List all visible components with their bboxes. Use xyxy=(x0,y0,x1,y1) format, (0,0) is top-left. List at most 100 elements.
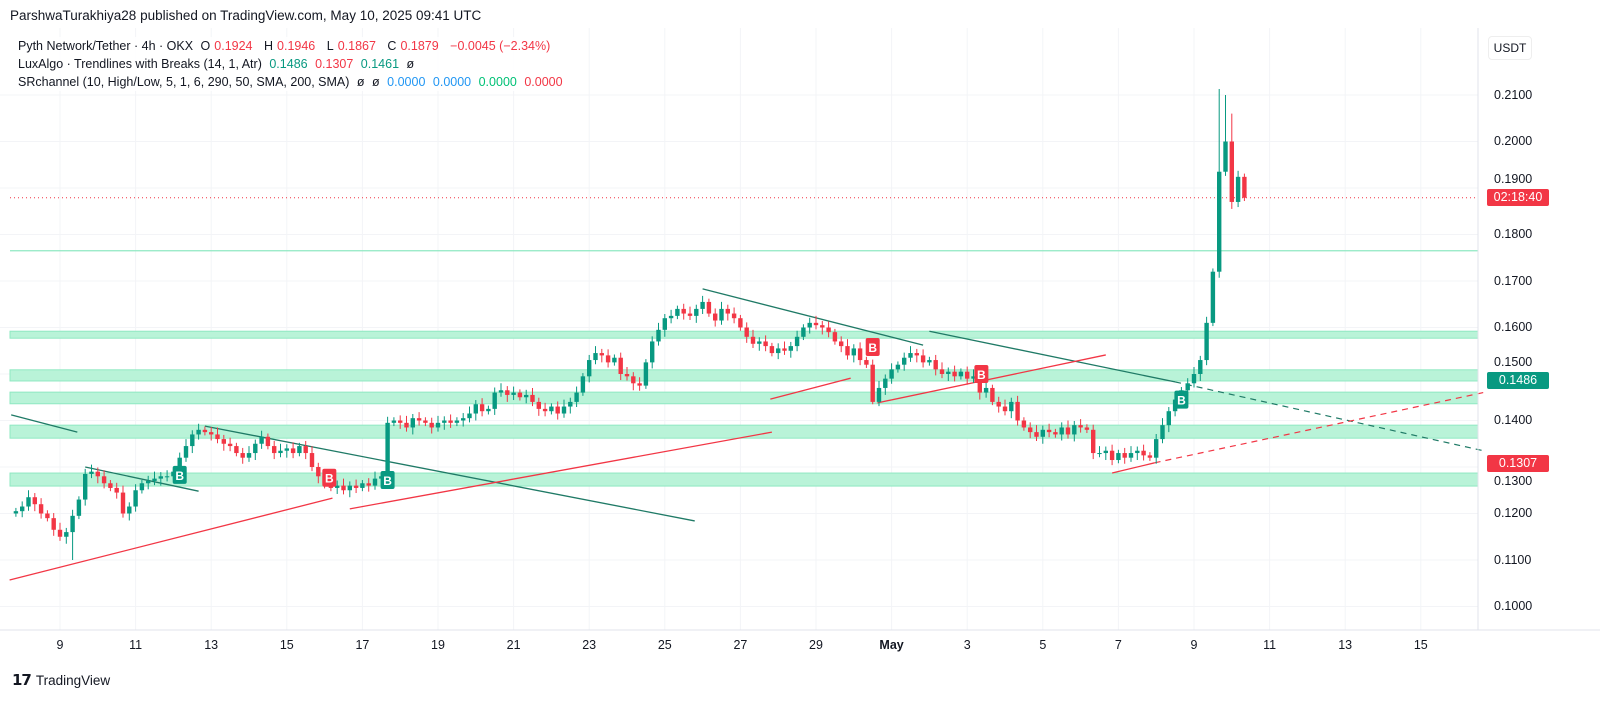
candle-body xyxy=(902,357,907,365)
price-tick-label: 0.1100 xyxy=(1494,552,1532,567)
candle-body xyxy=(763,341,768,347)
candle-body xyxy=(429,422,434,428)
candle-body xyxy=(820,325,825,328)
candle-body xyxy=(933,360,938,370)
time-tick-label: 17 xyxy=(355,638,370,652)
indicator-value: 0.1307 xyxy=(315,57,354,71)
candle-body xyxy=(895,364,901,370)
time-tick-label: 29 xyxy=(809,638,823,652)
candle-body xyxy=(473,404,478,414)
break-marker-badge xyxy=(380,471,395,490)
candle-body xyxy=(977,376,982,393)
candle-body xyxy=(297,446,302,454)
high-label: H xyxy=(264,39,274,53)
candle-body xyxy=(832,332,838,342)
candle-body xyxy=(1128,453,1134,458)
candle-body xyxy=(624,374,630,377)
candle-body xyxy=(826,327,831,333)
candle-body xyxy=(498,390,504,393)
candle-body xyxy=(76,499,82,516)
candle-body xyxy=(127,506,132,514)
candle-body xyxy=(1028,427,1033,433)
candle-body xyxy=(26,497,31,507)
tv-logo-icon: 𝟭𝟳 xyxy=(12,672,32,689)
candle-body xyxy=(335,485,340,488)
sr-zone xyxy=(9,424,1479,439)
trendline xyxy=(770,377,851,400)
grid xyxy=(0,28,1478,630)
candle-body xyxy=(782,348,787,351)
candle-body xyxy=(650,341,655,363)
candle-body xyxy=(341,485,346,491)
trendline xyxy=(702,288,924,346)
candle-body xyxy=(889,369,894,379)
candle-body xyxy=(234,446,239,454)
candle-body xyxy=(1040,429,1045,437)
candle-body xyxy=(971,376,976,379)
candle-body xyxy=(511,392,516,395)
candle-body xyxy=(303,446,308,454)
candle-body xyxy=(662,318,667,330)
indicator-value: 0.0000 xyxy=(524,75,563,89)
candle-body xyxy=(990,387,995,402)
trendline xyxy=(1111,462,1155,474)
indicator-value: 0.0000 xyxy=(432,75,472,89)
candle-body xyxy=(807,322,812,328)
candle-body xyxy=(580,376,586,393)
candle-body xyxy=(983,387,989,393)
break-marker-label: B xyxy=(175,469,184,483)
price-label: 0.1486 xyxy=(1487,372,1549,389)
legend-indicator-srchannel[interactable]: SRchannel (10, High/Low, 5, 1, 6, 290, 5… xyxy=(18,73,567,91)
candle-body xyxy=(183,446,189,458)
symbol-title[interactable]: Pyth Network/Tether · 4h · OKX xyxy=(18,39,194,53)
candle-body xyxy=(725,308,730,314)
time-tick-label: 3 xyxy=(963,638,971,652)
indicator-value: 0.1461 xyxy=(360,57,400,71)
time-tick-label: 13 xyxy=(1338,638,1353,652)
break-marker-up: B xyxy=(1174,390,1189,409)
candle-body xyxy=(316,467,321,477)
candle-body xyxy=(253,443,258,454)
candle-body xyxy=(442,420,447,423)
currency-unit-button[interactable]: USDT xyxy=(1488,36,1532,60)
candle-body xyxy=(681,308,686,314)
time-tick-label: 21 xyxy=(506,638,521,652)
legend-indicator-trendlines[interactable]: LuxAlgo · Trendlines with Breaks (14, 1,… xyxy=(18,55,567,73)
candle-body xyxy=(190,434,195,447)
candle-body xyxy=(13,511,19,514)
candle-body xyxy=(996,401,1001,407)
legend: Pyth Network/Tether · 4h · OKX O 0.1924 H… xyxy=(12,37,573,91)
indicator-value: 0.0000 xyxy=(478,75,517,89)
open-value: 0.1924 xyxy=(214,39,253,53)
candle-body xyxy=(675,308,680,316)
tradingview-logo[interactable]: 𝟭𝟳 TradingView xyxy=(12,671,110,689)
candle-body xyxy=(870,364,875,402)
candle-body xyxy=(38,504,44,514)
candle-body xyxy=(1065,427,1071,435)
candle-body xyxy=(851,348,856,356)
candle-body xyxy=(857,348,863,361)
price-tick-label: 0.1200 xyxy=(1494,506,1533,520)
break-marker-badge xyxy=(974,365,989,383)
candle-body xyxy=(599,353,604,356)
candle-body xyxy=(89,471,94,474)
time-tick-label: 11 xyxy=(1263,638,1277,652)
candle-body xyxy=(1223,141,1228,172)
candle-body xyxy=(845,346,850,356)
candle-body xyxy=(278,450,283,454)
candle-body xyxy=(1053,432,1058,435)
sr-zone xyxy=(9,369,1479,382)
candle-body xyxy=(794,336,800,347)
candle-body xyxy=(347,485,352,491)
candle-body xyxy=(744,327,749,337)
candle-body xyxy=(227,443,233,447)
candle-body xyxy=(864,360,869,365)
candle-body xyxy=(952,371,957,377)
candle-body xyxy=(120,492,126,514)
candle-body xyxy=(568,401,573,407)
candle-body xyxy=(1229,141,1234,202)
candle-body xyxy=(965,371,970,379)
candle-body xyxy=(788,346,793,351)
candle-body xyxy=(1191,374,1197,384)
